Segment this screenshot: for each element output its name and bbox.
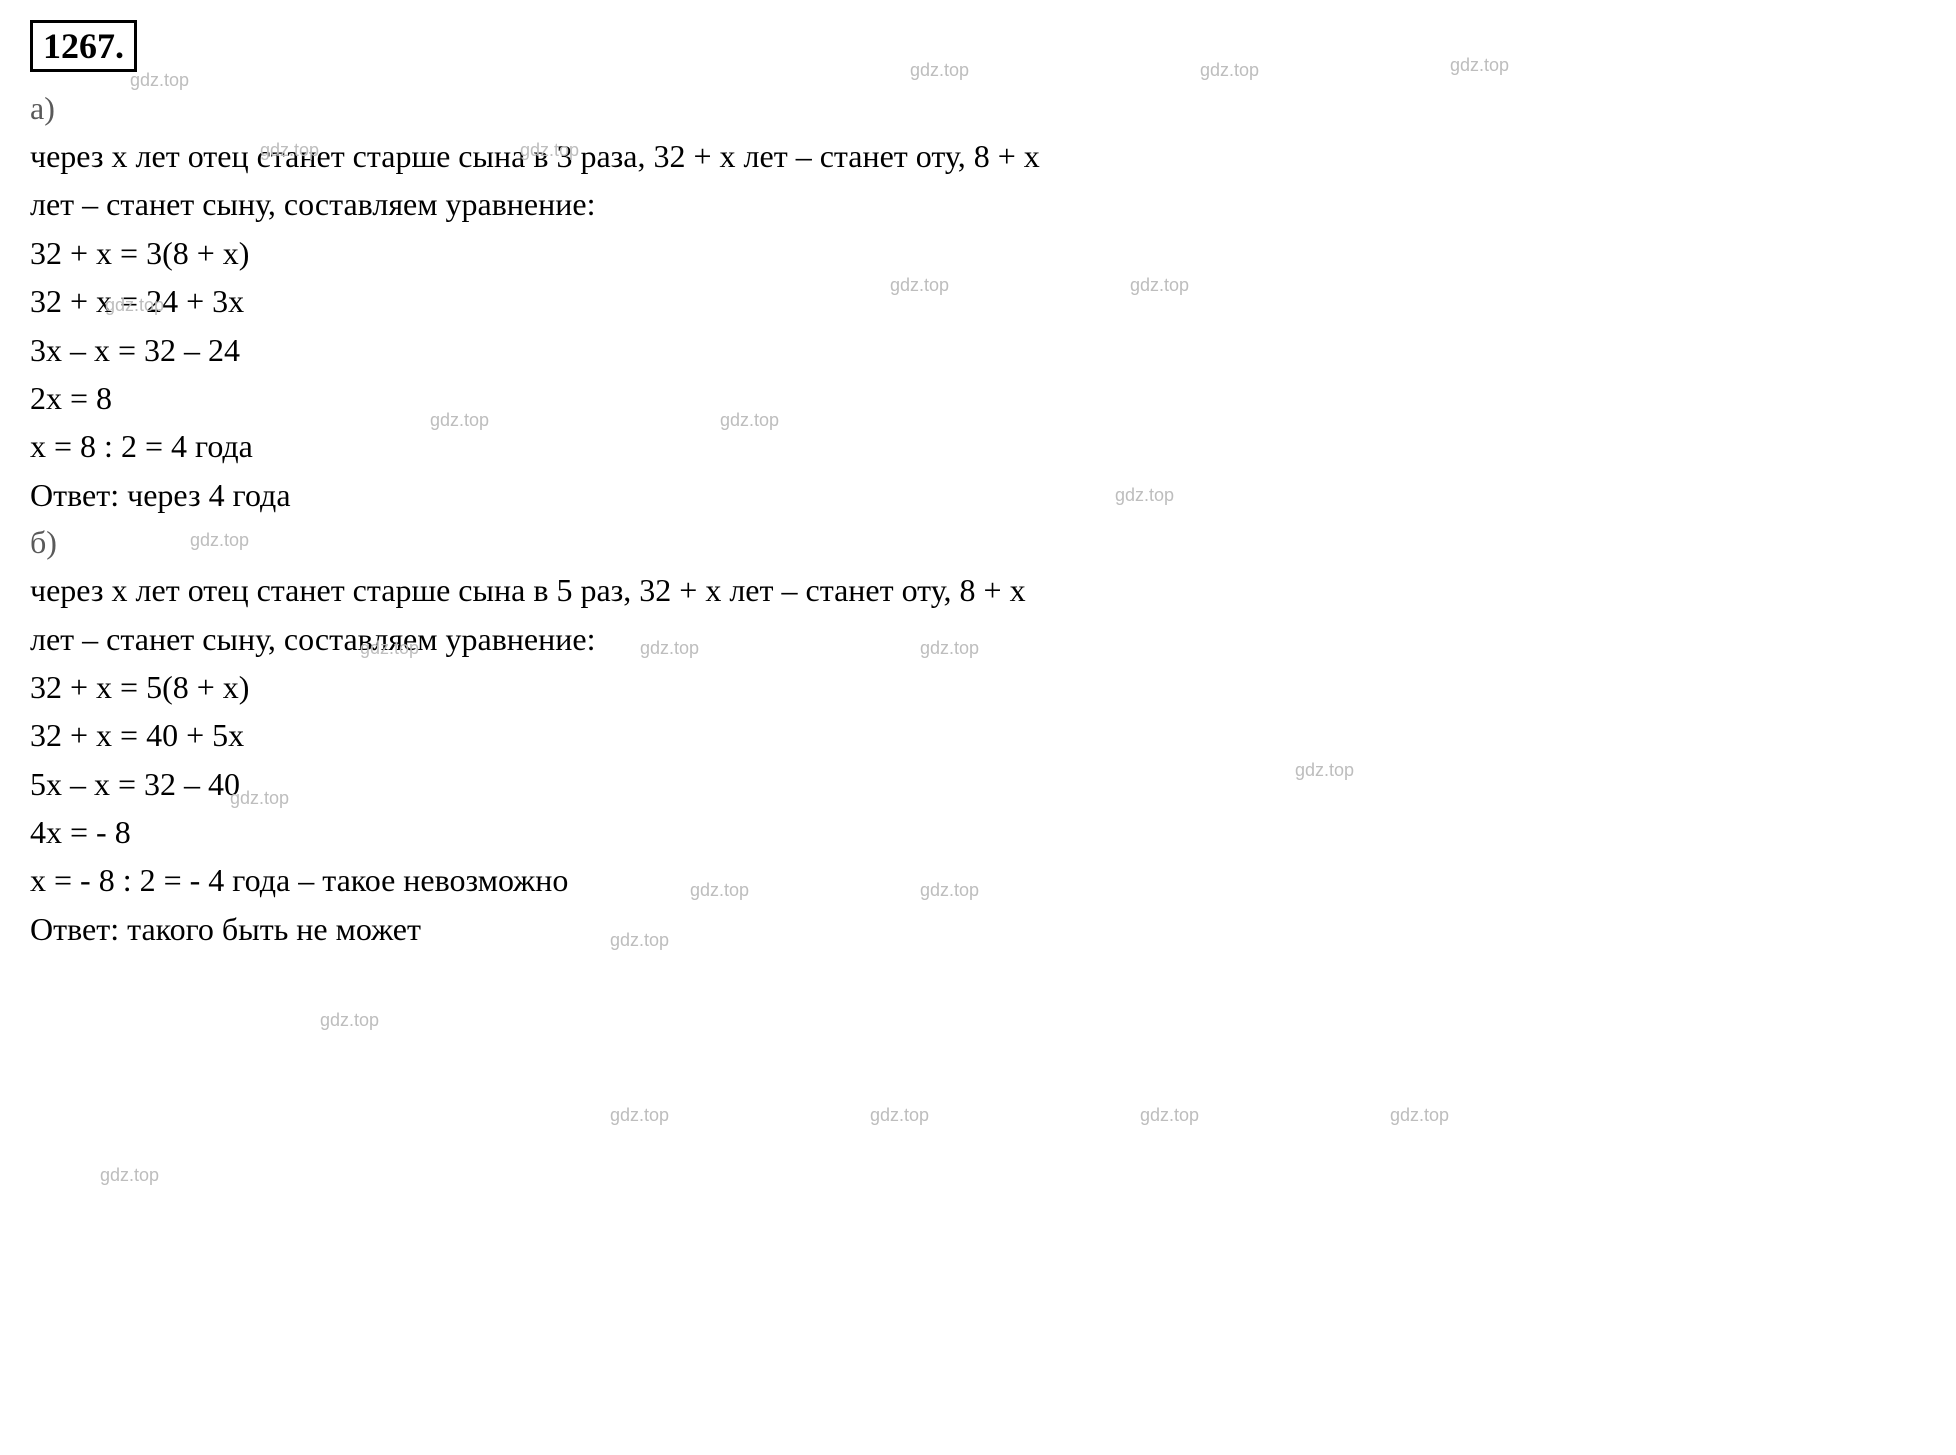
watermark-text: gdz.top xyxy=(1390,1105,1449,1126)
part-b-line: 32 + х = 40 + 5х xyxy=(30,712,1926,758)
part-b-line: лет – станет сыну, составляем уравнение: xyxy=(30,616,1926,662)
part-b-label: б) xyxy=(30,524,1926,561)
part-a-line: 32 + х = 24 + 3х xyxy=(30,278,1926,324)
watermark-text: gdz.top xyxy=(870,1105,929,1126)
watermark-text: gdz.top xyxy=(610,1105,669,1126)
part-b-line: 5х – х = 32 – 40 xyxy=(30,761,1926,807)
part-a-line: 2х = 8 xyxy=(30,375,1926,421)
part-b-line: через х лет отец станет старше сына в 5 … xyxy=(30,567,1926,613)
part-b-line: 4х = - 8 xyxy=(30,809,1926,855)
problem-number: 1267. xyxy=(43,26,124,66)
part-a-label: а) xyxy=(30,90,1926,127)
problem-number-box: 1267. xyxy=(30,20,137,72)
part-a-line: х = 8 : 2 = 4 года xyxy=(30,423,1926,469)
document-content: 1267. а) через х лет отец станет старше … xyxy=(30,20,1926,952)
watermark-text: gdz.top xyxy=(100,1165,159,1186)
part-a-answer: Ответ: через 4 года xyxy=(30,472,1926,518)
part-b-line: 32 + х = 5(8 + х) xyxy=(30,664,1926,710)
part-a-line: через х лет отец станет старше сына в 3 … xyxy=(30,133,1926,179)
watermark-text: gdz.top xyxy=(1140,1105,1199,1126)
part-a-line: лет – станет сыну, составляем уравнение: xyxy=(30,181,1926,227)
part-a-line: 32 + х = 3(8 + х) xyxy=(30,230,1926,276)
part-b-line: х = - 8 : 2 = - 4 года – такое невозможн… xyxy=(30,857,1926,903)
watermark-text: gdz.top xyxy=(320,1010,379,1031)
part-a-line: 3х – х = 32 – 24 xyxy=(30,327,1926,373)
part-b-answer: Ответ: такого быть не может xyxy=(30,906,1926,952)
